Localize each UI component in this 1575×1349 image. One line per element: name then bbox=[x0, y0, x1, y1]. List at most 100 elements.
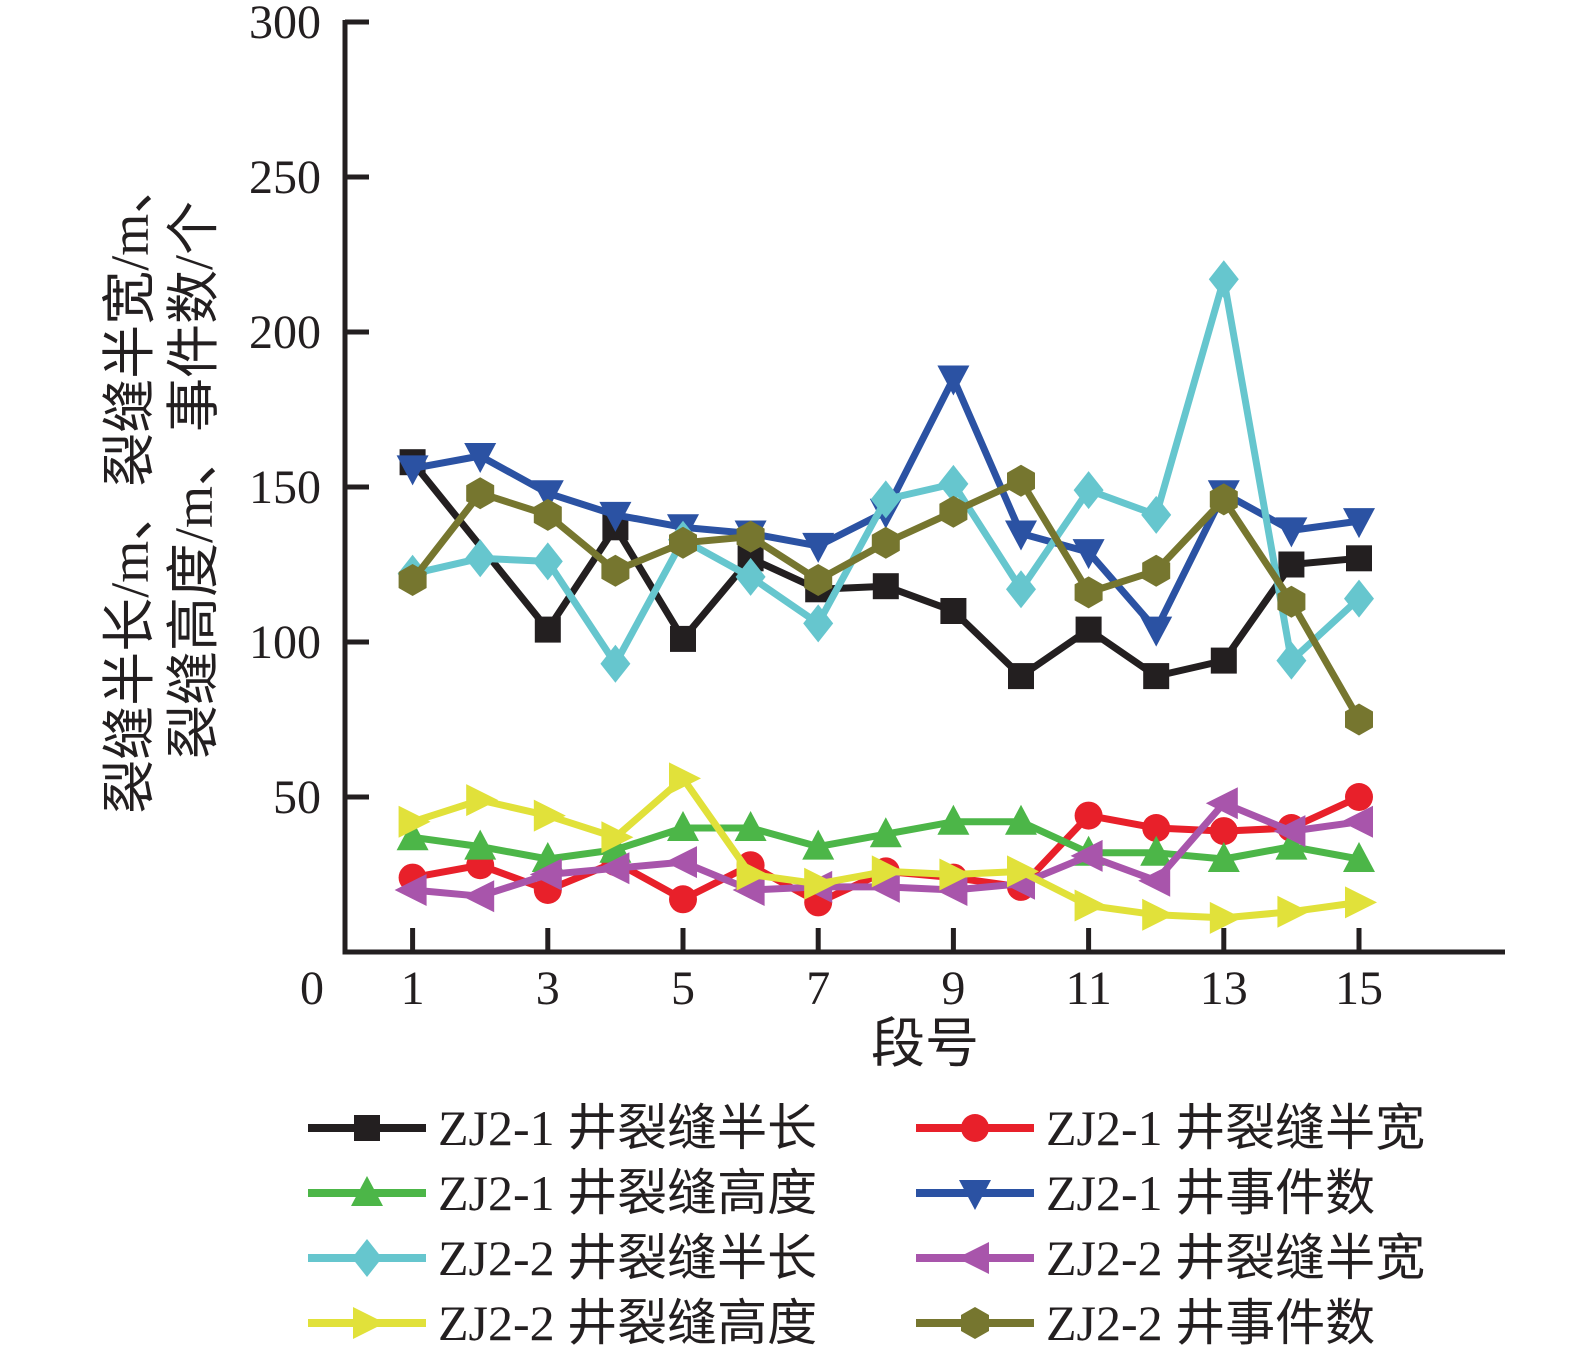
series-3-marker-x2 bbox=[464, 443, 497, 473]
triangle-left-marker-icon bbox=[957, 1242, 989, 1274]
legend: ZJ2-1 井裂缝半长 ZJ2-1 井裂缝半宽 ZJ2-1 井裂缝高度 ZJ2-1 井… bbox=[308, 1100, 1425, 1349]
series-7-marker-x15 bbox=[1345, 703, 1373, 736]
triangle-down-marker-icon bbox=[959, 1180, 991, 1210]
series-2-marker-x14 bbox=[1275, 829, 1308, 860]
series-2-marker-x1 bbox=[396, 820, 429, 851]
series-3-marker-x10 bbox=[1005, 520, 1037, 551]
series-2-marker-x4 bbox=[599, 832, 632, 863]
legend-label-3: ZJ2-1 井事件数 bbox=[1046, 1165, 1375, 1221]
legend-label-4: ZJ2-2 井裂缝半长 bbox=[438, 1230, 817, 1286]
series-0-marker-x5 bbox=[670, 625, 696, 652]
y-tick-label: 300 bbox=[249, 0, 321, 49]
y-tick-label: 150 bbox=[249, 461, 321, 514]
x-tick-label: 13 bbox=[1200, 962, 1248, 1015]
series-7-marker-x3 bbox=[533, 498, 562, 531]
series-5-marker-x8 bbox=[867, 870, 900, 903]
legend-item-7: ZJ2-2 井事件数 bbox=[916, 1295, 1375, 1349]
series-4-marker-x6 bbox=[735, 557, 766, 596]
series-4-marker-x12 bbox=[1141, 495, 1172, 534]
series-7 bbox=[398, 464, 1373, 736]
axis-titles: 段号 裂缝半长/m、裂缝半宽/m、 裂缝高度/m、事件数/个 bbox=[100, 160, 979, 1074]
series-6-marker-x10 bbox=[1007, 855, 1039, 888]
series-1-marker-x13 bbox=[1209, 817, 1238, 846]
legend-label-0: ZJ2-1 井裂缝半长 bbox=[438, 1100, 817, 1156]
series-7-marker-x9 bbox=[939, 495, 968, 528]
series-3-marker-x11 bbox=[1072, 539, 1105, 570]
hexagon-marker-icon bbox=[961, 1307, 989, 1339]
series-7-marker-x10 bbox=[1007, 464, 1035, 497]
series-0-marker-x15 bbox=[1346, 545, 1372, 572]
series-2-marker-x5 bbox=[667, 811, 699, 841]
series-5-marker-x13 bbox=[1205, 787, 1238, 820]
series-0-marker-x8 bbox=[872, 573, 899, 600]
series-3-marker-x1 bbox=[396, 455, 429, 486]
series-6-marker-x2 bbox=[466, 784, 499, 817]
y-tick-label: 200 bbox=[249, 306, 321, 359]
series-5-marker-x6 bbox=[732, 874, 765, 906]
series-4-marker-x2 bbox=[465, 539, 496, 578]
x-tick-label: 9 bbox=[941, 962, 965, 1015]
series-4-marker-x7 bbox=[803, 604, 834, 643]
series-6-marker-x12 bbox=[1142, 898, 1175, 931]
series-4-marker-x3 bbox=[532, 542, 563, 581]
series-6 bbox=[398, 762, 1377, 934]
y-tick-label: 250 bbox=[249, 151, 321, 204]
series-6-marker-x15 bbox=[1345, 886, 1377, 919]
x-tick-label: 5 bbox=[671, 962, 695, 1015]
series-5-marker-x1 bbox=[394, 874, 427, 906]
x-tick-label: 11 bbox=[1065, 962, 1111, 1015]
series-3-marker-x3 bbox=[531, 480, 564, 511]
series-6-marker-x14 bbox=[1277, 895, 1310, 928]
legend-item-2: ZJ2-1 井裂缝高度 bbox=[308, 1165, 817, 1221]
series-2-marker-x9 bbox=[937, 804, 970, 835]
series-6-marker-x9 bbox=[939, 858, 972, 891]
x-tick-label: 7 bbox=[806, 962, 830, 1015]
legend-label-6: ZJ2-2 井裂缝高度 bbox=[438, 1295, 817, 1349]
series-0-marker-x3 bbox=[534, 616, 561, 643]
series-3-marker-x14 bbox=[1275, 517, 1308, 548]
series-5-marker-x12 bbox=[1138, 864, 1171, 897]
series-5-marker-x14 bbox=[1273, 815, 1306, 848]
series-6-marker-x8 bbox=[871, 855, 904, 888]
series-7-marker-x12 bbox=[1142, 554, 1171, 587]
diamond-marker-icon bbox=[352, 1239, 382, 1277]
y-axis-title-line1: 裂缝半长/m、裂缝半宽/m、 bbox=[100, 160, 160, 814]
legend-item-4: ZJ2-2 井裂缝半长 bbox=[308, 1230, 817, 1286]
series-7-marker-x11 bbox=[1074, 576, 1103, 609]
series-7-marker-x1 bbox=[398, 564, 427, 596]
triangle-right-marker-icon bbox=[353, 1307, 385, 1339]
x-tick-label: 1 bbox=[401, 962, 425, 1015]
series-2-marker-x7 bbox=[802, 829, 835, 860]
series-4-marker-x8 bbox=[870, 480, 901, 519]
series-1-marker-x15 bbox=[1345, 783, 1373, 811]
series-6-marker-x13 bbox=[1209, 901, 1242, 934]
circle-marker-icon bbox=[961, 1114, 989, 1142]
series-4-line bbox=[411, 275, 1362, 668]
legend-item-1: ZJ2-1 井裂缝半宽 bbox=[916, 1100, 1425, 1156]
series-1-marker-x12 bbox=[1142, 814, 1171, 842]
series-4-marker-x10 bbox=[1006, 570, 1036, 609]
series-7-marker-x6 bbox=[736, 520, 765, 553]
legend-item-6: ZJ2-2 井裂缝高度 bbox=[308, 1295, 817, 1349]
series-7-marker-x7 bbox=[804, 564, 833, 596]
series-3-marker-x12 bbox=[1140, 616, 1173, 647]
legend-item-5: ZJ2-2 井裂缝半宽 bbox=[916, 1230, 1425, 1286]
series-0-marker-x11 bbox=[1075, 616, 1102, 643]
series-7-marker-x13 bbox=[1209, 483, 1238, 516]
series-5-marker-x2 bbox=[462, 880, 495, 913]
series-5 bbox=[394, 787, 1373, 913]
series-0-marker-x14 bbox=[1278, 551, 1305, 578]
series-5-marker-x5 bbox=[665, 846, 697, 879]
legend-label-5: ZJ2-2 井裂缝半宽 bbox=[1046, 1230, 1425, 1286]
legend-label-2: ZJ2-1 井裂缝高度 bbox=[438, 1165, 817, 1221]
series-6-marker-x6 bbox=[736, 858, 769, 891]
series-5-marker-x3 bbox=[529, 858, 562, 891]
series-0-marker-x12 bbox=[1143, 663, 1170, 690]
series-3-marker-x7 bbox=[802, 532, 835, 563]
series-4-marker-x9 bbox=[938, 464, 969, 503]
legend-label-1: ZJ2-1 井裂缝半宽 bbox=[1046, 1100, 1425, 1156]
series-7-marker-x2 bbox=[466, 477, 495, 510]
series-3-marker-x4 bbox=[599, 501, 632, 532]
series-6-marker-x7 bbox=[804, 867, 837, 900]
series-4-marker-x11 bbox=[1073, 471, 1104, 510]
